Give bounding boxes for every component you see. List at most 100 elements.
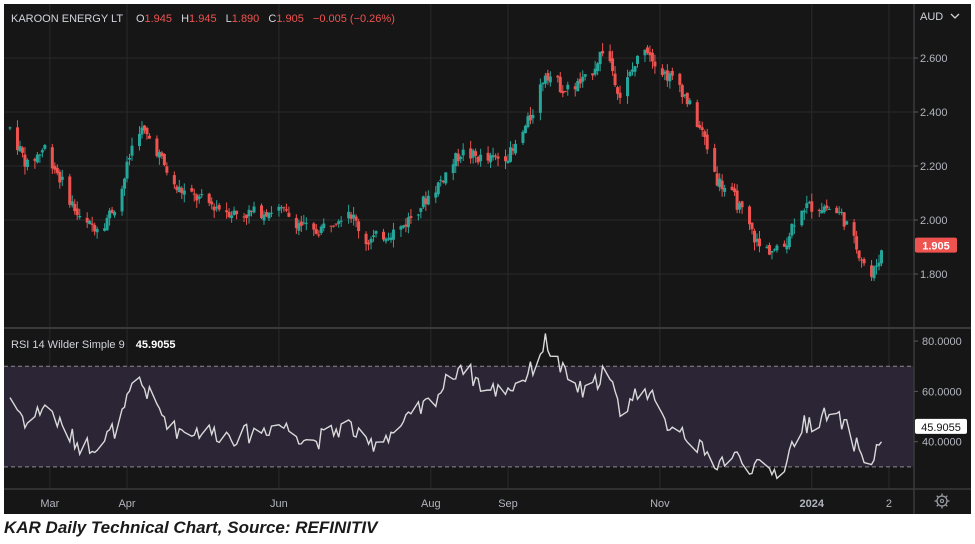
candle-body [531, 114, 535, 119]
candle-body [230, 215, 234, 219]
candle-body [723, 187, 727, 192]
candle-body [807, 202, 811, 204]
chart-canvas[interactable]: KAROON ENERGY LT O1.945 H1.945 L1.890 C1… [4, 4, 971, 514]
candle-body [576, 81, 580, 92]
candle-body [38, 154, 42, 156]
candle-body [317, 234, 321, 236]
candle-body [210, 201, 214, 205]
candle-body [875, 265, 879, 267]
candle-body [157, 151, 161, 158]
open-label: O [136, 13, 145, 25]
close-label: C [268, 13, 276, 25]
candle-body [645, 47, 649, 54]
candle-body [374, 231, 378, 234]
candle-body [733, 188, 737, 193]
candle-body [713, 147, 717, 172]
last-price-badge: 1.905 [915, 237, 957, 253]
candle-body [770, 251, 774, 253]
candle-body [212, 206, 216, 211]
time-axis[interactable]: Mar Apr Jun Aug Sep Nov 2024 2 [40, 498, 892, 510]
currency-dropdown[interactable]: AUD [920, 11, 960, 23]
candle-body [528, 114, 532, 121]
candle-body [332, 225, 336, 227]
rsi-label[interactable]: RSI 14 Wilder Simple 9 [11, 339, 125, 351]
change-value: −0.005 (−0.26%) [313, 13, 395, 25]
candle-body [471, 150, 475, 158]
candle-body [247, 209, 251, 217]
candle-body [633, 66, 637, 72]
chevron-down-icon[interactable] [950, 13, 960, 19]
candle-body [314, 229, 318, 234]
candle-body [456, 153, 460, 162]
candle-body [718, 178, 722, 188]
candle-body [511, 148, 515, 151]
candle-body [416, 214, 420, 216]
candle-body [643, 49, 647, 56]
candle-body [399, 226, 403, 230]
candle-body [680, 85, 684, 98]
currency-label[interactable]: AUD [920, 11, 943, 23]
candle-body [880, 250, 884, 264]
candle-body [810, 201, 814, 212]
candle-body [282, 207, 286, 209]
candle-body [339, 220, 343, 222]
candle-body [232, 210, 236, 215]
rsi-legend: RSI 14 Wilder Simple 9 45.9055 [11, 339, 176, 351]
candle-series [8, 43, 884, 282]
legend-row: KAROON ENERGY LT O1.945 H1.945 L1.890 C1… [11, 13, 395, 25]
candle-body [103, 228, 107, 231]
candle-body [872, 266, 876, 279]
candle-body [451, 164, 455, 174]
candle-body [337, 221, 341, 224]
candle-body [369, 238, 373, 243]
candle-body [175, 186, 179, 191]
candle-body [347, 211, 351, 219]
candle-body [85, 217, 89, 223]
candle-body [302, 222, 306, 224]
candle-body [78, 216, 82, 218]
candle-body [857, 250, 861, 259]
candle-body [190, 188, 194, 192]
candle-body [421, 196, 425, 208]
candle-body [372, 235, 376, 238]
candle-body [409, 216, 413, 218]
candle-body [835, 207, 839, 214]
candle-body [678, 73, 682, 85]
gear-icon[interactable] [934, 493, 950, 509]
candle-body [837, 211, 841, 213]
candle-body [782, 243, 786, 247]
candle-body [53, 165, 57, 170]
candle-body [665, 70, 669, 81]
candle-body [491, 155, 495, 158]
candle-body [800, 210, 804, 226]
candle-body [287, 212, 291, 217]
price-axis[interactable]: 2.600 2.400 2.200 2.000 1.800 [914, 53, 948, 281]
symbol-name[interactable]: KAROON ENERGY LT [11, 13, 123, 25]
candle-body [845, 221, 849, 225]
candle-body [182, 190, 186, 195]
candle-body [583, 74, 587, 77]
candle-body [147, 135, 151, 139]
candle-body [245, 214, 249, 219]
candle-body [862, 259, 866, 264]
candle-body [444, 172, 448, 184]
candle-body [110, 209, 114, 214]
candle-body [591, 73, 595, 76]
candle-body [653, 61, 657, 67]
candle-body [598, 51, 602, 65]
rsi-axis[interactable]: 80.0000 60.0000 40.0000 [914, 336, 962, 449]
candle-body [772, 249, 776, 251]
candle-body [496, 156, 500, 159]
candle-body [252, 206, 256, 213]
price-tick-label: 1.800 [920, 269, 948, 281]
candle-body [790, 224, 794, 236]
candle-body [541, 82, 545, 85]
price-tick-label: 2.600 [920, 53, 948, 65]
low-label: L [226, 13, 232, 25]
candle-body [207, 193, 211, 203]
candle-body [508, 147, 512, 162]
candle-body [269, 212, 273, 214]
time-tick-label: Mar [40, 498, 59, 510]
candle-body [250, 210, 254, 212]
candle-body [474, 151, 478, 156]
